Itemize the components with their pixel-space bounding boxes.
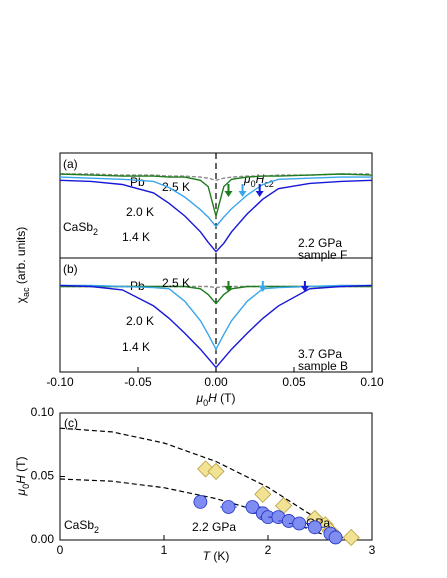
panel-label: (c) (64, 416, 78, 430)
curve (60, 284, 372, 351)
series-label: 2.0 K (126, 205, 154, 219)
pressure-label: 2.2 GPa (298, 236, 342, 250)
panel-label: (b) (63, 262, 78, 276)
curve (59, 176, 372, 228)
data-point (292, 516, 307, 531)
curve (59, 173, 373, 219)
label-part: 0 (21, 484, 31, 489)
series-label: 2.0 K (126, 314, 154, 328)
label-part: 2 (94, 525, 99, 535)
x-tick-label: 0.00 (204, 375, 228, 389)
hc2-arrow-head (224, 191, 233, 197)
label-part: 2 (93, 227, 98, 237)
material-label: CaSb2 (64, 518, 99, 535)
series-label: 2.2 GPa (192, 520, 236, 534)
x-tick-label: -0.05 (124, 375, 152, 389)
sample-label: sample F (298, 248, 347, 262)
label-part: 0 (203, 398, 208, 408)
x-tick-label: 0 (57, 543, 64, 557)
x-tick-label: 0.05 (282, 375, 306, 389)
y-tick-label: 0.05 (31, 469, 55, 483)
label-part: (arb. units) (14, 227, 28, 288)
label-part: (K) (210, 549, 229, 563)
hc2-label: μ0Hc2 (243, 172, 274, 189)
label-part: H (208, 391, 217, 405)
x-tick-label: 1 (161, 543, 168, 557)
label-part: CaSb (63, 220, 93, 234)
fit-curve (59, 478, 336, 541)
material-label: CaSb2 (63, 220, 98, 237)
label-part: H (256, 172, 265, 186)
panel-label: (a) (63, 157, 78, 171)
label-part: CaSb (64, 518, 94, 532)
y-axis-label: χac (arb. units) (14, 227, 31, 304)
y-tick-label: 0.10 (31, 405, 55, 419)
x-tick-label: 3 (369, 543, 376, 557)
label-part: ac (21, 287, 31, 297)
sample-label: sample B (298, 359, 348, 373)
x-axis-label: μ0H (T) (196, 391, 236, 408)
y-axis-label: μ0H (T) (14, 457, 31, 497)
curve (59, 284, 373, 369)
label-part: H (14, 475, 28, 484)
series-label: 1.4 K (122, 340, 150, 354)
label-part: c2 (264, 179, 274, 189)
label-part: μ (196, 391, 204, 405)
curve (59, 179, 373, 253)
data-point (307, 520, 322, 535)
hc2-arrow-head (258, 286, 267, 292)
data-point (342, 528, 360, 547)
series-label: 2.5 K (162, 276, 190, 290)
label-part: (T) (14, 457, 28, 476)
hc2-arrow-head (224, 286, 233, 292)
curve (60, 285, 372, 305)
label-part: μ (14, 488, 28, 496)
x-tick-label: 2 (265, 543, 272, 557)
pressure-label: 3.7 GPa (298, 347, 342, 361)
label-part: μ (243, 172, 251, 186)
hc2-arrow-head (238, 191, 247, 197)
data-point (328, 530, 343, 545)
data-point (221, 500, 236, 514)
label-part: (T) (217, 391, 236, 405)
data-point (254, 485, 272, 503)
series-label: 1.4 K (122, 230, 150, 244)
series-label: 2.5 K (162, 180, 190, 194)
hc2-arrow-head (255, 191, 264, 197)
hc2-arrow-head (300, 286, 309, 292)
label-part: 0 (251, 179, 256, 189)
data-point (193, 494, 208, 509)
y-tick-label: 0.00 (31, 532, 55, 546)
label-part: T (203, 549, 212, 563)
x-tick-label: 0.10 (360, 375, 384, 389)
series-label: Pb (130, 175, 145, 189)
data-point (207, 462, 225, 480)
x-tick-label: -0.10 (46, 375, 74, 389)
x-axis-label: T (K) (203, 549, 230, 563)
label-part: χ (14, 296, 28, 303)
